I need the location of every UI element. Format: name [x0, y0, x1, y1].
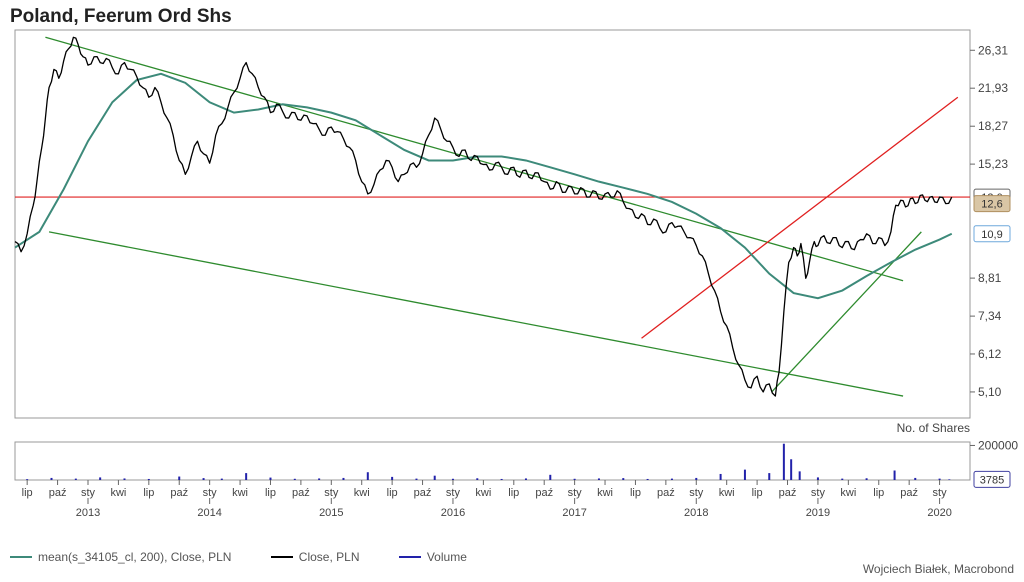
svg-text:26,31: 26,31 — [978, 43, 1008, 57]
chart-container: Poland, Feerum Ord Shs { "title": "Polan… — [0, 0, 1024, 582]
svg-text:6,12: 6,12 — [978, 347, 1002, 361]
svg-text:lip: lip — [508, 487, 519, 499]
svg-text:2020: 2020 — [927, 507, 951, 519]
svg-text:lip: lip — [265, 487, 276, 499]
svg-text:sty: sty — [811, 487, 826, 499]
svg-text:No. of Shares: No. of Shares — [897, 421, 970, 435]
svg-text:sty: sty — [568, 487, 583, 499]
svg-text:21,93: 21,93 — [978, 81, 1008, 95]
svg-text:sty: sty — [324, 487, 339, 499]
svg-text:kwi: kwi — [475, 487, 491, 499]
svg-text:sty: sty — [81, 487, 96, 499]
svg-text:sty: sty — [446, 487, 461, 499]
svg-text:lip: lip — [387, 487, 398, 499]
svg-text:paź: paź — [292, 487, 310, 499]
svg-text:7,34: 7,34 — [978, 309, 1002, 323]
svg-text:2014: 2014 — [197, 507, 221, 519]
svg-text:paź: paź — [900, 487, 918, 499]
legend-item-2: Volume — [427, 550, 467, 564]
svg-text:10,9: 10,9 — [981, 229, 1002, 241]
svg-text:18,27: 18,27 — [978, 119, 1008, 133]
svg-text:lip: lip — [22, 487, 33, 499]
svg-text:sty: sty — [203, 487, 218, 499]
svg-text:paź: paź — [535, 487, 553, 499]
svg-text:kwi: kwi — [232, 487, 248, 499]
svg-text:8,81: 8,81 — [978, 271, 1002, 285]
svg-text:sty: sty — [689, 487, 704, 499]
svg-text:2018: 2018 — [684, 507, 708, 519]
svg-text:12,6: 12,6 — [981, 199, 1002, 211]
svg-text:5,10: 5,10 — [978, 385, 1002, 399]
svg-text:kwi: kwi — [597, 487, 613, 499]
svg-text:lip: lip — [630, 487, 641, 499]
svg-text:lip: lip — [873, 487, 884, 499]
legend: mean(s_34105_cl, 200), Close, PLN Close,… — [10, 547, 503, 564]
svg-text:3785: 3785 — [980, 474, 1004, 486]
attribution: Wojciech Białek, Macrobond — [863, 562, 1014, 576]
svg-text:sty: sty — [933, 487, 948, 499]
chart-svg: 26,3121,9318,2715,238,817,346,125,1013,0… — [0, 0, 1024, 582]
svg-text:paź: paź — [49, 487, 67, 499]
svg-text:paź: paź — [414, 487, 432, 499]
svg-text:200000: 200000 — [978, 438, 1018, 452]
svg-text:paź: paź — [657, 487, 675, 499]
svg-text:2013: 2013 — [76, 507, 100, 519]
svg-text:2015: 2015 — [319, 507, 343, 519]
svg-text:kwi: kwi — [840, 487, 856, 499]
svg-text:kwi: kwi — [354, 487, 370, 499]
svg-text:lip: lip — [752, 487, 763, 499]
svg-text:2017: 2017 — [562, 507, 586, 519]
svg-text:15,23: 15,23 — [978, 157, 1008, 171]
svg-text:paź: paź — [170, 487, 188, 499]
legend-item-1: Close, PLN — [299, 550, 360, 564]
svg-text:paź: paź — [779, 487, 797, 499]
svg-text:2019: 2019 — [806, 507, 830, 519]
svg-text:2016: 2016 — [441, 507, 465, 519]
legend-item-0: mean(s_34105_cl, 200), Close, PLN — [38, 550, 231, 564]
svg-text:kwi: kwi — [110, 487, 126, 499]
svg-text:kwi: kwi — [719, 487, 735, 499]
svg-text:lip: lip — [143, 487, 154, 499]
